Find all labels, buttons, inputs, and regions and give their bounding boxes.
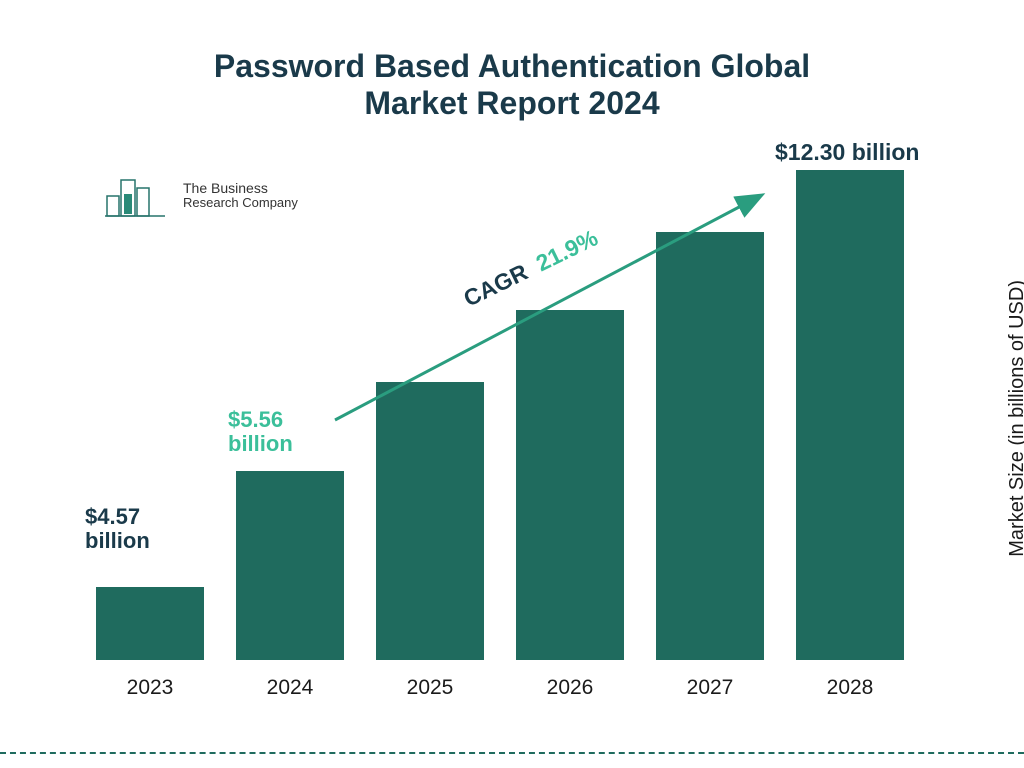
x-label-2026: 2026 [500, 676, 640, 700]
bar-rect-2024 [236, 471, 344, 660]
bar-rect-2028 [796, 170, 904, 660]
x-label-2024: 2024 [220, 676, 360, 700]
value-label-1: $5.56 billion [228, 408, 328, 456]
bars-group [80, 170, 920, 660]
bar-2026 [500, 310, 640, 660]
bar-2028 [780, 170, 920, 660]
bar-2024 [220, 471, 360, 660]
bar-rect-2023 [96, 587, 204, 660]
bar-2027 [640, 232, 780, 660]
value-label-0: $4.57 billion [85, 505, 185, 553]
y-axis-label: Market Size (in billions of USD) [1006, 280, 1024, 557]
title-line1: Password Based Authentication GlobalMark… [214, 48, 810, 121]
bar-rect-2027 [656, 232, 764, 660]
x-label-2025: 2025 [360, 676, 500, 700]
bar-rect-2025 [376, 382, 484, 660]
bar-rect-2026 [516, 310, 624, 660]
x-label-2023: 2023 [80, 676, 220, 700]
chart-title: Password Based Authentication GlobalMark… [0, 48, 1024, 122]
bar-2025 [360, 382, 500, 660]
footer-divider [0, 752, 1024, 754]
value-label-2: $12.30 billion [775, 140, 975, 165]
bar-chart: 202320242025202620272028 [80, 170, 920, 700]
x-label-2028: 2028 [780, 676, 920, 700]
chart-container: Password Based Authentication GlobalMark… [0, 0, 1024, 768]
x-label-2027: 2027 [640, 676, 780, 700]
bar-2023 [80, 587, 220, 660]
